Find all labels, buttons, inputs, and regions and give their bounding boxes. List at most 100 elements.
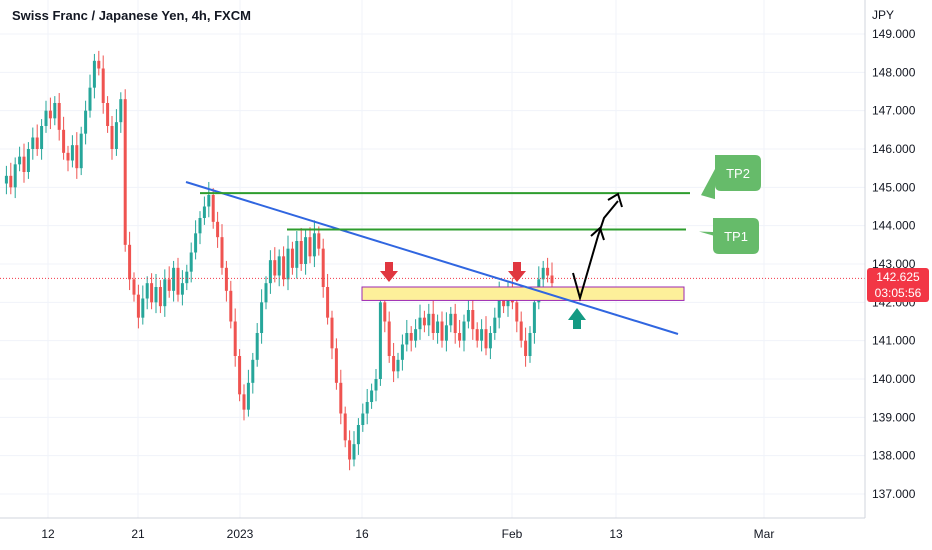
candle-body: [110, 126, 114, 149]
time-tick-label: Mar: [754, 527, 775, 541]
price-tick-label: 147.000: [872, 104, 916, 118]
candle-body: [66, 152, 70, 161]
candle-body: [361, 413, 365, 425]
candle-body: [453, 313, 457, 333]
candle-body: [532, 302, 536, 333]
candle-body: [255, 333, 259, 360]
candle-body: [75, 145, 79, 169]
price-tick-label: 149.000: [872, 27, 916, 41]
candle-body: [53, 103, 57, 119]
candle-body: [88, 87, 92, 111]
candle-body: [273, 260, 277, 276]
candles: [4, 50, 554, 471]
price-tick-label: 148.000: [872, 65, 916, 79]
trendline[interactable]: [185, 181, 679, 335]
price-axis[interactable]: JPY 137.000 138.000 139.000 140.000 141.000 1…: [872, 8, 916, 501]
candle-body: [251, 359, 255, 383]
candle-body: [444, 325, 448, 341]
candle-body: [123, 99, 127, 245]
candle-body: [299, 241, 303, 264]
candle-body: [480, 329, 484, 341]
candle-body: [519, 321, 523, 341]
candle-body: [414, 329, 418, 341]
support-zone[interactable]: [361, 286, 685, 301]
candle-body: [370, 390, 374, 402]
candle-body: [356, 425, 360, 445]
time-axis[interactable]: 12 21 2023 16 Feb 13 Mar: [41, 527, 774, 541]
candle-body: [238, 356, 242, 395]
price-tick-label: 138.000: [872, 449, 916, 463]
candle-body: [128, 244, 132, 280]
candle-body: [440, 321, 444, 341]
projection-arrowhead-1: [590, 226, 605, 241]
projection-path[interactable]: [572, 200, 619, 302]
candle-body: [163, 279, 167, 307]
candle-body: [282, 256, 286, 280]
tp2-callout-label: TP2: [726, 166, 750, 181]
candle-body: [462, 321, 466, 341]
candle-body: [339, 382, 343, 414]
candle-body: [84, 110, 88, 134]
candle-body: [431, 313, 435, 333]
candle-body: [211, 195, 215, 222]
candle-body: [488, 333, 492, 349]
tp1-callout[interactable]: TP1: [699, 218, 759, 254]
candle-body: [528, 333, 532, 356]
currency-label: JPY: [872, 8, 894, 22]
candle-body: [136, 294, 140, 318]
candle-body: [185, 271, 189, 284]
candle-body: [295, 241, 299, 268]
candle-body: [387, 321, 391, 356]
time-tick-label: 21: [131, 527, 145, 541]
candle-body: [383, 302, 387, 322]
candle-body: [22, 156, 26, 172]
price-tick-label: 141.000: [872, 334, 916, 348]
candle-body: [312, 233, 316, 257]
candle-body: [97, 60, 101, 69]
candle-body: [220, 237, 224, 268]
candle-body: [365, 402, 369, 414]
candle-body: [515, 302, 519, 322]
candle-body: [198, 218, 202, 234]
candle-body: [260, 302, 264, 333]
down-arrow-marker: [508, 262, 526, 282]
candle-body: [374, 379, 378, 391]
candle-body: [400, 344, 404, 360]
candle-body: [106, 103, 110, 126]
candle-body: [18, 156, 22, 165]
candle-body: [348, 440, 352, 460]
candle-body: [101, 68, 105, 103]
candle-body: [40, 126, 44, 149]
candle-body: [119, 99, 123, 123]
drawing-overlays[interactable]: TP2 TP1: [0, 155, 865, 335]
candle-body: [268, 260, 272, 284]
candle-body: [484, 329, 488, 349]
time-tick-label: Feb: [502, 527, 523, 541]
candle-body: [550, 275, 554, 284]
candle-body: [304, 237, 308, 264]
candle-body: [92, 60, 96, 88]
candle-body: [4, 175, 8, 184]
current-price-value: 142.625: [876, 270, 920, 284]
candle-body: [167, 279, 171, 291]
candle-body: [26, 149, 30, 172]
candle-body: [449, 313, 453, 326]
candle-body: [132, 279, 136, 295]
candle-body: [145, 283, 149, 299]
time-tick-label: 12: [41, 527, 55, 541]
candle-body: [242, 394, 246, 410]
candle-body: [216, 221, 220, 238]
candle-body: [141, 298, 145, 318]
candle-body: [233, 321, 237, 356]
up-arrow-marker: [568, 308, 586, 329]
candle-body: [343, 413, 347, 441]
tp1-callout-bubble: [699, 218, 759, 254]
candle-body: [277, 256, 281, 276]
candle-body: [207, 195, 211, 207]
candle-body: [48, 110, 52, 119]
candle-body: [409, 333, 413, 341]
tp2-callout[interactable]: TP2: [701, 155, 761, 200]
candle-body: [308, 237, 312, 257]
down-arrow-marker: [380, 262, 398, 282]
